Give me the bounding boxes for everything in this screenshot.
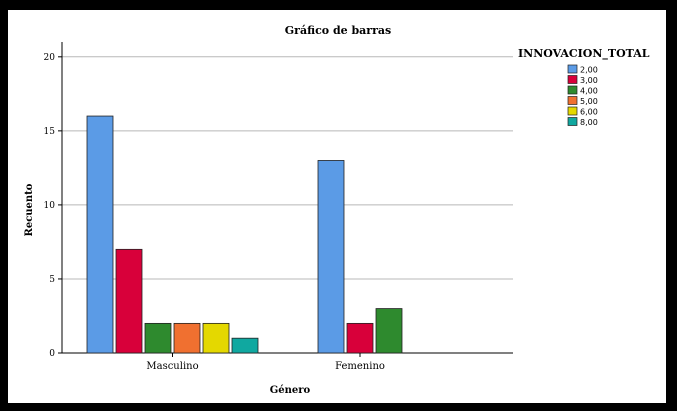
- chart-frame: Gráfico de barras Recuento Género INNOVA…: [8, 10, 666, 403]
- bar-femenino-3-00: [346, 322, 374, 354]
- legend-label: 3,00: [580, 76, 598, 85]
- bar-femenino-4-00: [375, 308, 403, 354]
- bar-masculino-8-00: [231, 337, 259, 354]
- bar-femenino-2-00: [317, 160, 345, 354]
- y-tick-label: 15: [44, 127, 56, 137]
- legend-swatch: [567, 106, 578, 116]
- chart-title: Gráfico de barras: [285, 24, 391, 37]
- y-axis-label: Recuento: [24, 183, 35, 236]
- x-tick-label: Femenino: [335, 361, 385, 372]
- legend-swatch: [567, 96, 578, 105]
- plot-area: 0 5 10 15 20 Masculino Femenino: [44, 42, 513, 372]
- x-axis-label: Género: [270, 385, 311, 396]
- y-tick-label: 20: [44, 53, 56, 63]
- y-tick-label: 5: [49, 275, 55, 285]
- bar-masculino-2-00: [86, 115, 114, 354]
- bar-masculino-5-00: [173, 322, 201, 354]
- legend-swatch: [567, 64, 578, 74]
- y-tick-label: 0: [49, 349, 55, 359]
- legend: 2,003,00 4,005,00 6,008,00: [567, 64, 598, 127]
- legend-label: 6,00: [580, 108, 598, 117]
- bar-masculino-6-00: [202, 322, 230, 354]
- legend-swatch: [567, 117, 578, 126]
- bar-masculino-4-00: [144, 322, 172, 354]
- legend-label: 4,00: [580, 87, 598, 96]
- x-tick-label: Masculino: [146, 361, 198, 372]
- legend-swatch: [567, 75, 578, 84]
- legend-label: 2,00: [580, 66, 598, 75]
- bar-masculino-3-00: [115, 248, 143, 354]
- legend-label: 8,00: [580, 118, 598, 127]
- legend-label: 5,00: [580, 97, 598, 106]
- legend-title: INNOVACION_TOTAL: [518, 47, 650, 61]
- legend-swatch: [567, 85, 578, 95]
- bar-chart: Gráfico de barras Recuento Género INNOVA…: [24, 24, 650, 396]
- y-tick-label: 10: [44, 201, 56, 211]
